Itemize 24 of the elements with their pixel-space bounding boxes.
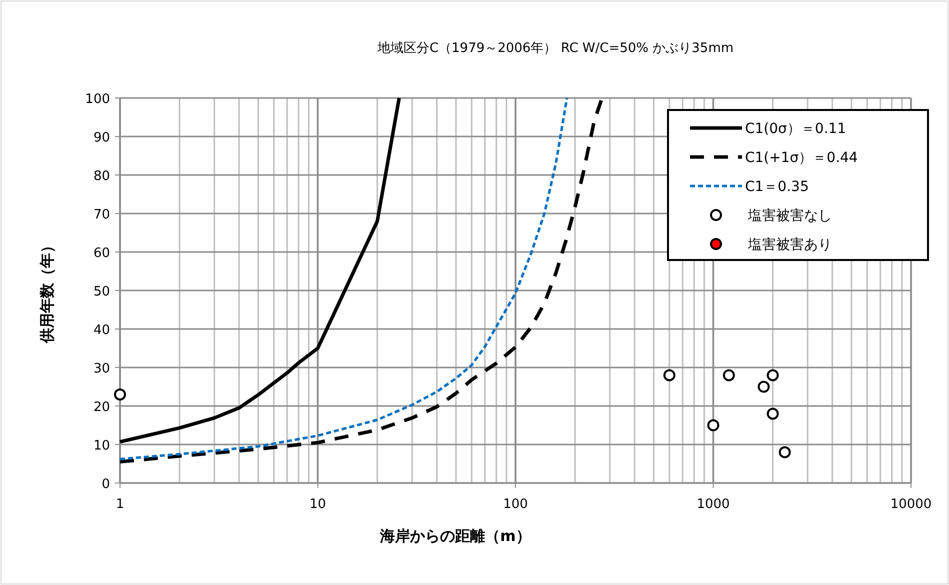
x-tick-label: 100 bbox=[503, 497, 528, 512]
legend-label: C1＝0.35 bbox=[745, 179, 809, 195]
y-tick-label: 50 bbox=[93, 284, 110, 300]
y-tick-label: 40 bbox=[93, 323, 110, 338]
y-tick-label: 30 bbox=[93, 362, 110, 376]
y-tick-label: 100 bbox=[85, 92, 110, 107]
legend-label: 塩害被害あり bbox=[747, 237, 832, 253]
x-tick-label: 10 bbox=[309, 497, 326, 512]
x-tick-label: 1 bbox=[116, 497, 124, 512]
chart-title: 地域区分C（1979～2006年） RC W/C=50% かぶり35mm bbox=[376, 41, 734, 56]
y-tick-label: 70 bbox=[93, 208, 110, 222]
y-axis-title: 供用年数（年） bbox=[38, 238, 56, 344]
y-tick-label: 0 bbox=[102, 477, 110, 492]
y-tick-label: 60 bbox=[93, 246, 110, 261]
y-tick-label: 90 bbox=[93, 130, 110, 146]
x-tick-label: 10000 bbox=[890, 497, 932, 512]
legend-label: 塩害被害なし bbox=[747, 208, 832, 224]
legend-label: C1(0σ）＝0.11 bbox=[745, 121, 846, 137]
y-tick-label: 80 bbox=[93, 169, 110, 184]
x-tick-label: 1000 bbox=[696, 497, 730, 512]
x-axis-title: 海岸からの距離（m） bbox=[379, 527, 531, 545]
y-tick-label: 10 bbox=[93, 438, 110, 454]
y-tick-label: 20 bbox=[93, 400, 110, 415]
legend-label: C1(+1σ）＝0.44 bbox=[745, 150, 858, 166]
